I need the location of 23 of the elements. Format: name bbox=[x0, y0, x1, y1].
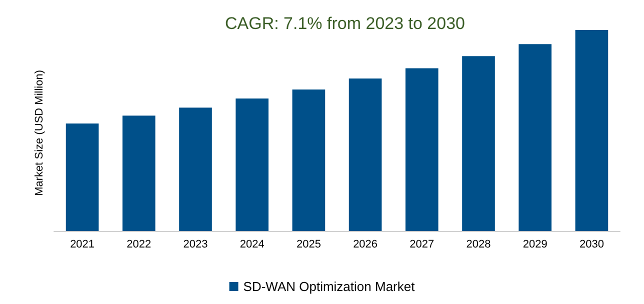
bar bbox=[122, 116, 156, 231]
bar bbox=[292, 89, 326, 231]
x-tick-label: 2027 bbox=[410, 238, 434, 250]
y-axis-title: Market Size (USD Million) bbox=[34, 70, 46, 196]
bar bbox=[236, 98, 269, 231]
x-tick-label: 2026 bbox=[353, 238, 378, 250]
x-tick-label: 2025 bbox=[296, 238, 321, 250]
legend-label: SD-WAN Optimization Market bbox=[243, 279, 416, 294]
bar bbox=[348, 78, 382, 231]
x-tick-label: 2021 bbox=[70, 238, 95, 250]
x-tick-label: 2028 bbox=[466, 238, 491, 250]
x-tick-label: 2024 bbox=[240, 238, 264, 250]
bar bbox=[575, 30, 608, 231]
bar bbox=[518, 44, 552, 231]
x-tick-label: 2029 bbox=[522, 238, 548, 250]
bar bbox=[179, 108, 212, 231]
bar bbox=[405, 68, 438, 231]
x-tick-label: 2022 bbox=[126, 238, 152, 250]
bar bbox=[462, 56, 495, 231]
chart-title: CAGR: 7.1% from 2023 to 2030 bbox=[224, 14, 466, 33]
bar bbox=[66, 123, 99, 231]
x-tick-label: 2023 bbox=[183, 238, 208, 250]
x-tick-label: 2030 bbox=[579, 238, 604, 250]
